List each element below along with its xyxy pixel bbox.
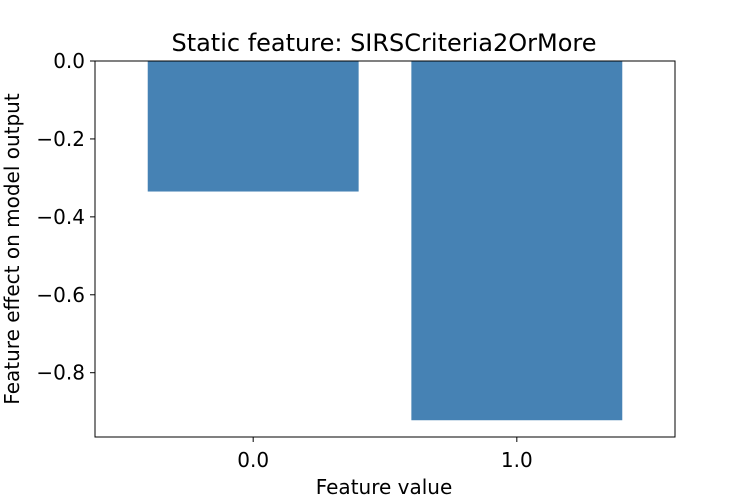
x-tick-label: 1.0	[501, 448, 533, 472]
y-axis: 0.0 −0.2 −0.4 −0.6 −0.8	[36, 49, 95, 385]
bars-group	[147, 61, 623, 421]
y-tick-label: −0.2	[36, 127, 85, 151]
y-tick-label: −0.8	[36, 361, 85, 385]
x-axis: 0.0 1.0	[237, 437, 533, 472]
x-axis-label: Feature value	[316, 475, 453, 499]
chart-title: Static feature: SIRSCriteria2OrMore	[171, 29, 596, 57]
y-tick-label: −0.4	[36, 205, 85, 229]
y-tick-label: −0.6	[36, 283, 85, 307]
y-axis-label: Feature effect on model output	[0, 93, 24, 405]
y-tick-label: 0.0	[53, 49, 85, 73]
bar-1.0	[411, 61, 623, 421]
x-tick-label: 0.0	[237, 448, 269, 472]
plot-frame	[94, 60, 676, 438]
bar-0.0	[147, 61, 359, 192]
